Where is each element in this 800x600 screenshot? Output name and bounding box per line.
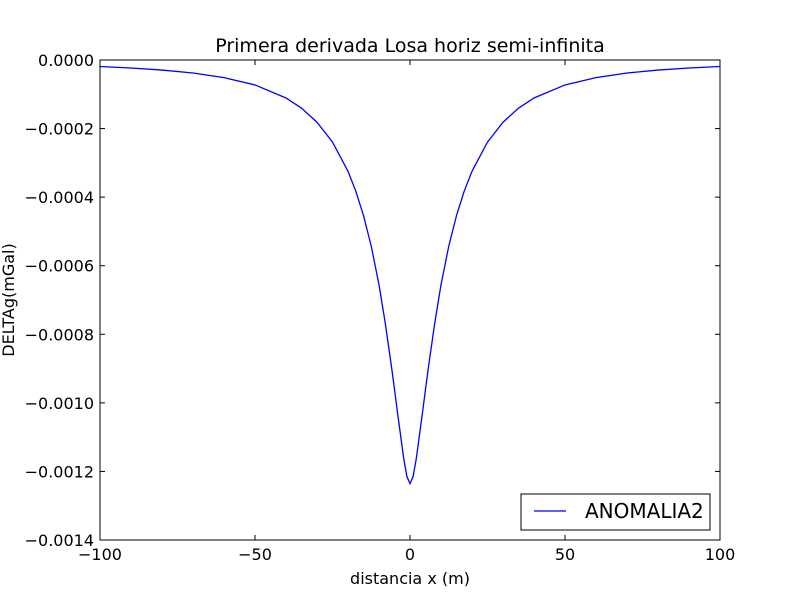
y-tick-label: −0.0010: [25, 394, 94, 413]
y-axis-label: DELTAg(mGal): [0, 243, 18, 357]
plot-frame: [99, 59, 721, 541]
plot-area: [99, 65, 721, 486]
legend: ANOMALIA2: [520, 493, 711, 531]
x-axis: −100 −50 0 50 100: [78, 60, 735, 564]
series-line-anomalia2: [99, 65, 721, 486]
y-tick-label: −0.0012: [25, 462, 94, 481]
x-tick-label: 0: [405, 545, 415, 564]
y-tick-label: −0.0014: [25, 531, 94, 550]
x-axis-label: distancia x (m): [350, 569, 470, 588]
y-tick-label: −0.0002: [25, 120, 94, 139]
legend-label: ANOMALIA2: [585, 499, 704, 523]
y-tick-label: −0.0008: [25, 325, 94, 344]
y-tick-label: −0.0004: [25, 188, 94, 207]
x-tick-label: 100: [705, 545, 736, 564]
y-tick-label: −0.0006: [25, 257, 94, 276]
x-tick-label: 50: [555, 545, 575, 564]
x-tick-label: −50: [238, 545, 272, 564]
y-axis: 0.0000 −0.0002 −0.0004 −0.0006 −0.0008 −0.001…: [25, 51, 720, 550]
x-tick-label: −100: [78, 545, 122, 564]
legend-box: [520, 493, 711, 531]
chart-title: Primera derivada Losa horiz semi-infinit…: [215, 35, 605, 57]
y-tick-label: 0.0000: [38, 51, 94, 70]
